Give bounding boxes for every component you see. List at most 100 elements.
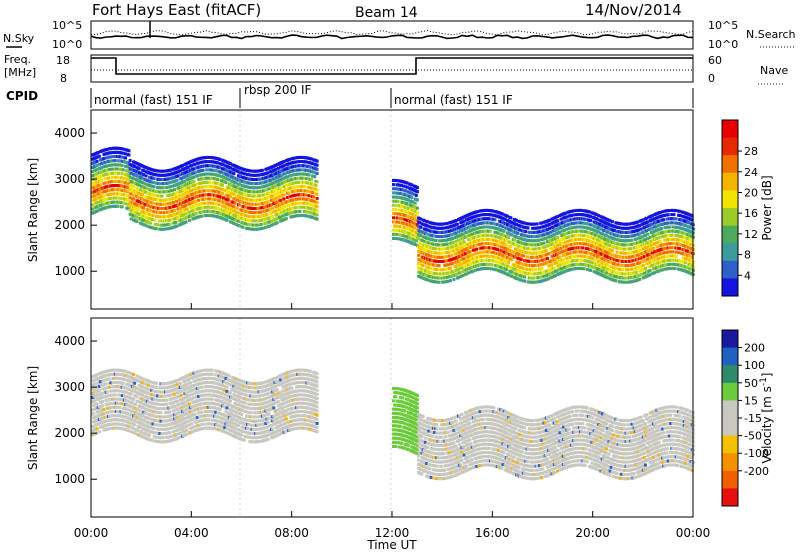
echo-cell bbox=[598, 256, 602, 260]
echo-cell bbox=[233, 201, 237, 205]
echo-cell bbox=[184, 203, 188, 207]
echo-cell bbox=[207, 176, 211, 180]
echo-cell bbox=[169, 168, 173, 172]
echo-cell bbox=[288, 157, 292, 161]
echo-cell bbox=[262, 193, 266, 197]
echo-cell bbox=[118, 163, 122, 167]
echo-cell bbox=[452, 240, 456, 244]
echo-cell bbox=[442, 222, 446, 226]
echo-cell bbox=[207, 160, 211, 164]
echo-cell bbox=[238, 182, 242, 186]
echo-cell bbox=[610, 220, 614, 224]
echo-cell bbox=[542, 274, 546, 278]
echo-cell bbox=[555, 269, 559, 273]
echo-cell bbox=[291, 181, 295, 185]
echo-cell bbox=[601, 232, 605, 236]
echo-cell bbox=[419, 234, 423, 238]
echo-cell bbox=[535, 222, 539, 226]
echo-cell bbox=[536, 276, 540, 280]
echo-cell bbox=[422, 239, 426, 243]
echo-cell bbox=[464, 235, 468, 239]
echo-cell bbox=[605, 234, 609, 238]
echo-cell bbox=[224, 180, 228, 184]
echo-cell bbox=[563, 249, 567, 253]
echo-cell bbox=[307, 190, 311, 194]
freq-label-line2: [MHz] bbox=[4, 66, 36, 79]
echo-cell bbox=[195, 174, 199, 178]
echo-cell bbox=[239, 175, 243, 179]
echo-cell bbox=[515, 272, 519, 276]
echo-cell bbox=[141, 197, 145, 201]
echo-cell bbox=[544, 253, 548, 257]
echo-cell bbox=[315, 217, 319, 221]
echo-cell bbox=[563, 228, 567, 232]
echo-cell bbox=[149, 221, 153, 225]
echo-cell bbox=[493, 218, 497, 222]
echo-cell bbox=[243, 172, 247, 176]
echo-cell bbox=[610, 232, 614, 236]
echo-cell bbox=[581, 258, 585, 262]
echo-cell bbox=[155, 223, 159, 227]
echo-cell bbox=[187, 210, 191, 214]
echo-cell bbox=[582, 267, 586, 271]
echo-cell bbox=[161, 177, 165, 181]
echo-cell bbox=[155, 202, 159, 206]
echo-cell bbox=[266, 208, 270, 212]
echo-cell bbox=[405, 181, 409, 185]
echo-cell bbox=[293, 160, 297, 164]
echo-cell bbox=[540, 221, 544, 225]
echo-cell bbox=[136, 187, 140, 191]
echo-cell bbox=[417, 253, 421, 257]
echo-cell bbox=[392, 228, 395, 232]
echo-cell bbox=[158, 206, 162, 210]
echo-cell bbox=[203, 172, 207, 176]
echo-cell bbox=[279, 186, 283, 190]
echo-cell bbox=[304, 193, 308, 197]
echo-cell bbox=[160, 194, 164, 198]
echo-cell bbox=[419, 225, 423, 229]
echo-cell bbox=[495, 223, 499, 227]
echo-cell bbox=[293, 206, 297, 210]
echo-cell bbox=[411, 200, 415, 204]
echo-cell bbox=[121, 193, 125, 197]
echo-cell bbox=[601, 257, 605, 261]
noise-right-label: N.Search bbox=[746, 28, 796, 41]
echo-cell bbox=[211, 172, 215, 176]
echo-cell bbox=[120, 180, 124, 184]
echo-cell bbox=[449, 266, 453, 270]
echo-cell bbox=[415, 190, 419, 194]
echo-cell bbox=[307, 185, 311, 189]
echo-cell bbox=[501, 212, 505, 216]
echo-cell bbox=[92, 173, 96, 177]
echo-cell bbox=[454, 239, 458, 243]
echo-cell bbox=[584, 230, 588, 234]
echo-cell bbox=[95, 159, 99, 163]
echo-cell bbox=[200, 214, 204, 218]
echo-cell bbox=[193, 162, 197, 166]
echo-cell bbox=[95, 209, 99, 213]
echo-cell bbox=[605, 271, 609, 275]
echo-cell bbox=[315, 180, 319, 184]
echo-cell bbox=[252, 178, 256, 182]
echo-cell bbox=[105, 197, 109, 201]
echo-cell bbox=[571, 209, 575, 213]
echo-cell bbox=[284, 204, 288, 208]
echo-cell bbox=[412, 192, 416, 196]
echo-cell bbox=[175, 224, 179, 228]
echo-cell bbox=[297, 180, 301, 184]
echo-cell bbox=[438, 255, 442, 259]
echo-cell bbox=[284, 217, 288, 221]
echo-cell bbox=[128, 158, 132, 162]
echo-cell bbox=[566, 223, 570, 227]
echo-cell bbox=[585, 255, 589, 259]
echo-cell bbox=[220, 183, 224, 187]
echo-cell bbox=[153, 222, 157, 226]
echo-cell bbox=[537, 238, 541, 242]
echo-cell bbox=[569, 243, 573, 247]
echo-cell bbox=[95, 172, 99, 176]
echo-cell bbox=[98, 183, 102, 187]
echo-cell bbox=[501, 262, 505, 266]
echo-cell bbox=[534, 239, 538, 243]
echo-cell bbox=[446, 234, 450, 238]
echo-cell bbox=[309, 182, 313, 186]
